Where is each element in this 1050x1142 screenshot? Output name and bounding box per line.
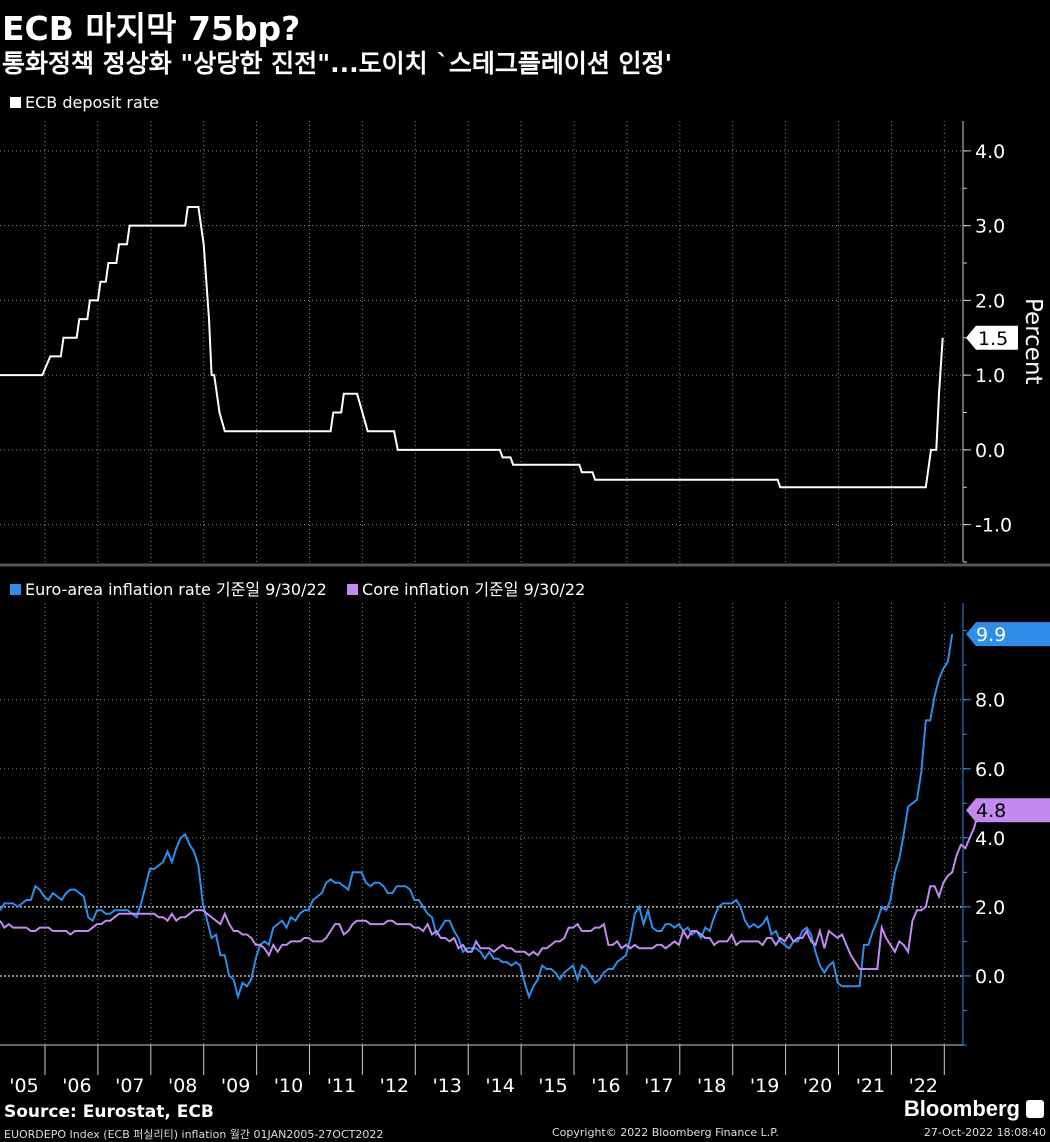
x-tick-label: '05	[9, 1075, 38, 1097]
y-tick-label: 4.0	[975, 828, 1005, 850]
ticker-line: EUORDEPO Index (ECB 퍼실리티) inflation 월간 0…	[4, 1128, 384, 1141]
x-tick-label: '15	[538, 1075, 567, 1097]
bloomberg-chart-icon	[1026, 1100, 1044, 1118]
y-tick-label: 8.0	[975, 690, 1005, 712]
series-line-core-inflation	[0, 809, 980, 970]
legend-deposit-rate: ECB deposit rate	[10, 93, 159, 112]
y-axis-label: Percent	[1020, 298, 1046, 385]
y-tick-label: 0.0	[975, 966, 1005, 988]
legend-swatch-deposit	[10, 97, 21, 108]
y-tick-label: 4.0	[975, 141, 1005, 163]
y-tick-label: 3.0	[975, 216, 1005, 238]
y-tick-label: 2.0	[975, 290, 1005, 312]
y-tick-label: 2.0	[975, 897, 1005, 919]
y-tick-label: 0.0	[975, 440, 1005, 462]
last-value-tag-headline-shape	[966, 622, 1050, 647]
last-value-tag-core-shape	[966, 798, 1050, 823]
last-value-tag-deposit-shape	[966, 325, 1018, 350]
x-tick-label: '16	[591, 1075, 620, 1097]
x-tick-label: '07	[115, 1075, 144, 1097]
last-value-tag-headline: 9.9	[966, 622, 1050, 647]
x-tick-label: '17	[644, 1075, 673, 1097]
x-tick-label: '09	[221, 1075, 250, 1097]
x-tick-label: '22	[909, 1075, 938, 1097]
legend-label-headline: Euro-area inflation rate 기준일 9/30/22	[25, 580, 327, 599]
last-value-tag-core-text: 4.8	[976, 800, 1006, 822]
x-tick-label: '21	[856, 1075, 885, 1097]
copyright: Copyright© 2022 Bloomberg Finance L.P.	[552, 1126, 779, 1139]
legend-swatch-headline	[10, 584, 21, 595]
chart-title: ECB 마지막 75bp?	[2, 9, 301, 48]
timestamp: 27-Oct-2022 18:08:40	[923, 1126, 1046, 1139]
chart-subtitle: 통화정책 정상화 "상당한 진전"...도이치 `스테그플레이션 인정'	[2, 49, 673, 78]
source-note: Source: Eurostat, ECB	[4, 1102, 214, 1122]
y-tick-label: -1.0	[975, 515, 1012, 537]
x-tick-label: '06	[62, 1075, 91, 1097]
legend-label-core: Core inflation 기준일 9/30/22	[362, 580, 586, 599]
x-tick-label: '08	[168, 1075, 197, 1097]
legend-label-deposit: ECB deposit rate	[25, 93, 159, 112]
x-tick-label: '12	[380, 1075, 409, 1097]
last-value-tag-deposit-text: 1.5	[978, 328, 1008, 350]
y-tick-label: 1.0	[975, 365, 1005, 387]
y-tick-label: 6.0	[975, 759, 1005, 781]
x-tick-label: '10	[274, 1075, 303, 1097]
x-tick-label: '18	[697, 1075, 726, 1097]
x-tick-label: '19	[750, 1075, 779, 1097]
last-value-tag-headline-text: 9.9	[976, 624, 1006, 646]
last-value-tag-deposit: 1.5	[966, 325, 1018, 350]
series-line-deposit-rate	[0, 206, 944, 489]
x-tick-label: '14	[485, 1075, 514, 1097]
legend-swatch-core	[347, 584, 359, 595]
x-tick-label: '11	[327, 1075, 356, 1097]
last-value-tag-core: 4.8	[966, 798, 1050, 823]
legend-inflation: Euro-area inflation rate 기준일 9/30/22 Cor…	[10, 576, 585, 600]
bloomberg-logo: Bloomberg	[903, 1096, 1020, 1121]
x-tick-label: '20	[803, 1075, 832, 1097]
x-tick-label: '13	[432, 1075, 461, 1097]
